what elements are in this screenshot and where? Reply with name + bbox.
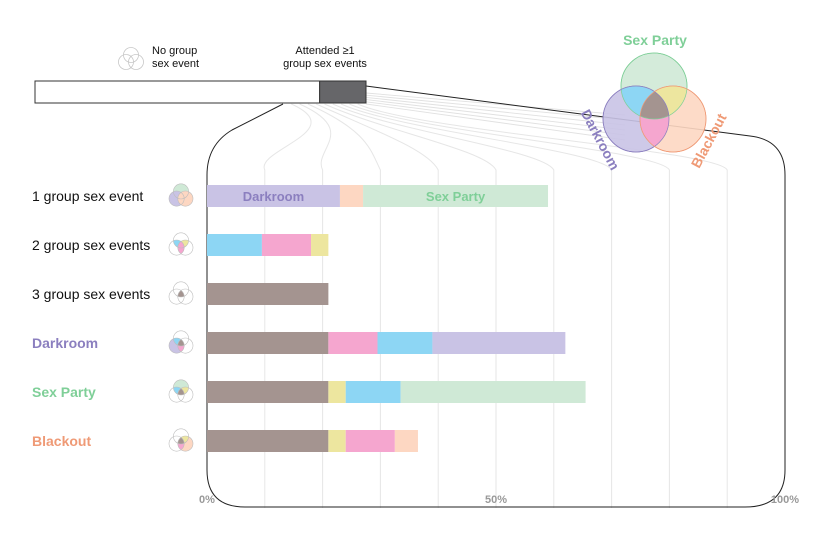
bar-row: 2 group sex events xyxy=(32,232,329,256)
venn-outline xyxy=(602,85,670,153)
bar-segment xyxy=(311,234,329,256)
grid-lines xyxy=(263,92,728,508)
bar-segment xyxy=(207,332,329,354)
bar-segment xyxy=(394,430,418,452)
grid-line xyxy=(315,103,439,508)
attended-label-line1: Attended ≥1 xyxy=(295,45,354,57)
bar-segment xyxy=(328,332,378,354)
bar-segment xyxy=(207,185,340,207)
row-label: Darkroom xyxy=(32,335,98,351)
bar-row: 3 group sex events xyxy=(32,281,329,305)
fan-line xyxy=(365,101,626,136)
grid-line xyxy=(307,103,381,508)
row-venn-icon xyxy=(168,232,194,256)
row-label: 3 group sex events xyxy=(32,286,150,302)
bar-segment xyxy=(432,332,566,354)
grid-line xyxy=(332,103,555,508)
zoom-outline-path xyxy=(206,85,786,508)
bar-rows: 1 group sex event Darkroom Sex Party 2 grou… xyxy=(32,183,586,452)
row-venn-icon xyxy=(168,183,194,207)
x-tick-label: 0% xyxy=(199,494,215,506)
overall-segment-attended xyxy=(319,80,367,104)
bar-segment xyxy=(345,381,401,403)
bar-row: Sex Party xyxy=(32,379,586,403)
no-event-legend: No group sex event xyxy=(118,45,199,70)
bar-row: Blackout xyxy=(32,428,418,452)
bar-segment xyxy=(363,185,549,207)
bar-row: Darkroom xyxy=(32,330,566,354)
venn-outline xyxy=(639,85,707,153)
no-event-label-line2: sex event xyxy=(152,58,199,70)
venn-outline xyxy=(620,52,688,120)
bar-segment xyxy=(261,234,312,256)
x-tick-label: 100% xyxy=(771,494,799,506)
attended-legend: Attended ≥1 group sex events xyxy=(283,45,367,70)
bar-segment xyxy=(345,430,395,452)
bar-segment xyxy=(207,430,329,452)
row-venn-icon xyxy=(168,281,194,305)
bar-segment xyxy=(328,381,346,403)
row-venn-icon xyxy=(168,379,194,403)
bar-segment xyxy=(328,430,346,452)
empty-venn-icon xyxy=(118,47,144,70)
x-axis-ticks: 0% 50% 100% xyxy=(199,494,799,506)
bar-segment xyxy=(207,234,262,256)
grid-line xyxy=(357,103,728,508)
fan-line xyxy=(365,94,626,121)
fan-line xyxy=(365,92,626,116)
row-venn-icon xyxy=(168,428,194,452)
bar-segment xyxy=(400,381,586,403)
grid-line xyxy=(340,103,613,508)
row-label: Blackout xyxy=(32,433,91,449)
zoom-outline xyxy=(206,85,786,508)
row-label: 1 group sex event xyxy=(32,188,143,204)
overall-segment-no-event xyxy=(34,80,321,104)
x-tick-label: 50% xyxy=(485,494,507,506)
fan-line xyxy=(365,99,626,131)
bar-segment xyxy=(207,283,329,305)
row-label: 2 group sex events xyxy=(32,237,150,253)
fan-line xyxy=(365,96,626,126)
venn-overlap-all xyxy=(640,86,669,119)
fan-line xyxy=(365,103,626,141)
bar-segment xyxy=(339,185,364,207)
grid-line xyxy=(349,103,670,508)
row-venn-icon xyxy=(168,330,194,354)
bar-segment-label: Sex Party xyxy=(426,189,486,204)
bar-row: 1 group sex event Darkroom Sex Party xyxy=(32,183,549,207)
grid-line xyxy=(299,103,332,508)
attended-label-line2: group sex events xyxy=(283,58,367,70)
big-venn-label-sex-party: Sex Party xyxy=(623,32,687,48)
bar-segment-label: Darkroom xyxy=(243,189,304,204)
grid-line xyxy=(263,103,312,508)
grid-line xyxy=(324,103,497,508)
no-event-label-line1: No group xyxy=(152,45,197,57)
bar-segment xyxy=(377,332,433,354)
row-label: Sex Party xyxy=(32,384,96,400)
overall-bar xyxy=(34,80,367,104)
bar-segment xyxy=(207,381,329,403)
